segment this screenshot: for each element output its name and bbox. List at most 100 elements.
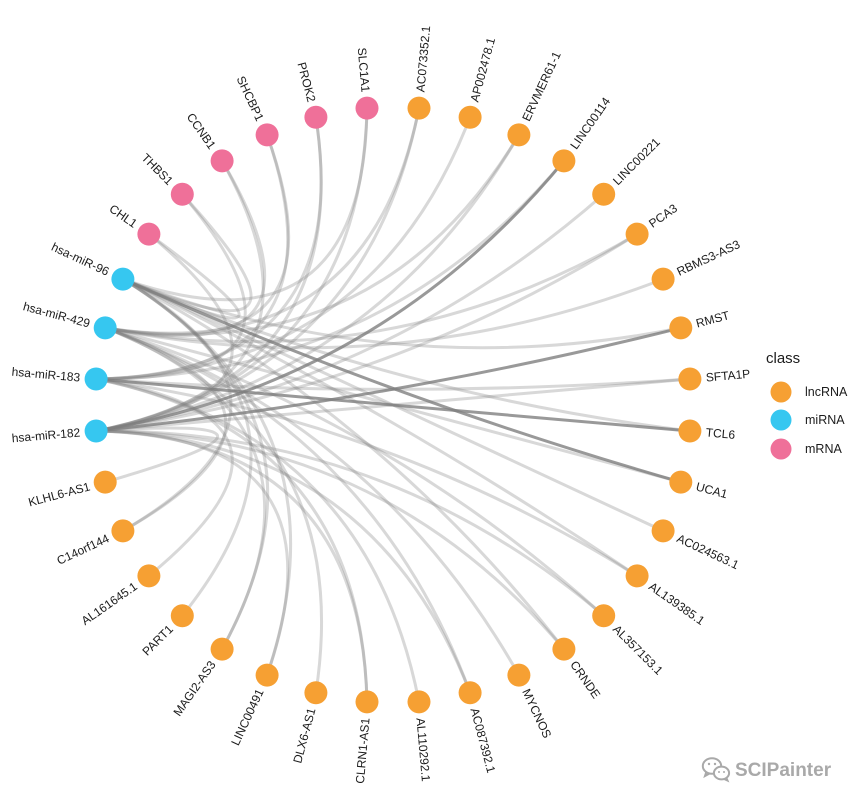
node-al110292-1 bbox=[407, 690, 431, 714]
edge-hsa-mir-182-ccnb1 bbox=[94, 159, 265, 433]
node-ac073352-1 bbox=[407, 96, 431, 120]
edge-hsa-mir-182-crnde bbox=[94, 429, 566, 651]
edge-hsa-mir-429-c14orf144 bbox=[103, 326, 228, 533]
edge-hsa-mir-429-rbms3-as3 bbox=[103, 277, 665, 350]
node-thbs1 bbox=[170, 182, 194, 206]
legend-label-mirna: miRNA bbox=[805, 413, 845, 427]
edge-hsa-mir-429-magi2-as3 bbox=[103, 326, 267, 651]
edge-hsa-mir-96-linc00491 bbox=[121, 277, 293, 677]
node-uca1 bbox=[669, 470, 693, 494]
legend-item-mrna: mRNA bbox=[770, 438, 842, 460]
legend-swatch-lncrna bbox=[770, 381, 792, 403]
node-crnde bbox=[552, 637, 576, 661]
node-prok2 bbox=[304, 105, 328, 129]
node-hsa-mir-183 bbox=[84, 367, 108, 391]
edge-hsa-mir-96-slc1a1 bbox=[121, 106, 369, 302]
node-ccnb1 bbox=[210, 149, 234, 173]
legend-swatch-mirna bbox=[770, 409, 792, 431]
node-slc1a1 bbox=[355, 96, 379, 120]
label-hsa-mir-182: hsa-miR-182 bbox=[11, 425, 81, 445]
edge-hsa-mir-429-dlx6-as1 bbox=[103, 326, 324, 695]
label-al110292-1: AL110292.1 bbox=[413, 717, 433, 782]
edge-hsa-mir-183-al139385-1 bbox=[94, 377, 639, 578]
node-sfta1p bbox=[678, 367, 702, 391]
label-slc1a1: SLC1A1 bbox=[355, 47, 373, 93]
watermark: SCIPainter bbox=[701, 757, 832, 783]
label-tcl6: TCL6 bbox=[705, 425, 736, 442]
edge-hsa-mir-182-linc00114 bbox=[94, 159, 566, 433]
node-mycnos bbox=[507, 663, 531, 687]
edge-hsa-mir-429-uca1 bbox=[103, 326, 683, 484]
legend-item-lncrna: lncRNA bbox=[770, 381, 848, 403]
edge-hsa-mir-96-uca1 bbox=[121, 277, 683, 484]
watermark-text: SCIPainter bbox=[735, 760, 832, 781]
edges-layer bbox=[94, 106, 692, 704]
node-rbms3-as3 bbox=[651, 267, 675, 291]
label-ac073352-1: AC073352.1 bbox=[413, 25, 433, 93]
label-clrn1-as1: CLRN1-AS1 bbox=[353, 717, 373, 784]
edge-hsa-mir-96-crnde bbox=[121, 277, 566, 651]
node-hsa-mir-182 bbox=[84, 419, 108, 443]
node-shcbp1 bbox=[255, 123, 279, 147]
node-magi2-as3 bbox=[210, 637, 234, 661]
edge-hsa-mir-429-ac087392-1 bbox=[103, 326, 472, 695]
node-dlx6-as1 bbox=[304, 681, 328, 705]
node-hsa-mir-96 bbox=[111, 267, 135, 291]
node-chl1 bbox=[137, 222, 161, 246]
edge-hsa-mir-96-part1 bbox=[121, 277, 253, 618]
legend-label-lncrna: lncRNA bbox=[805, 385, 848, 399]
legend: class lncRNA miRNA mRNA bbox=[766, 350, 848, 460]
edge-hsa-mir-429-mycnos bbox=[103, 326, 521, 677]
node-al357153-1 bbox=[592, 604, 616, 628]
edge-hsa-mir-429-ac073352-1 bbox=[103, 106, 421, 335]
edge-hsa-mir-429-ervmer61-1 bbox=[103, 133, 521, 336]
edge-hsa-mir-183-thbs1 bbox=[94, 192, 247, 381]
edge-hsa-mir-182-ervmer61-1 bbox=[94, 133, 521, 433]
edge-hsa-mir-96-thbs1 bbox=[121, 192, 253, 312]
label-hsa-mir-183: hsa-miR-183 bbox=[11, 365, 81, 385]
node-ap002478-1 bbox=[458, 105, 482, 129]
edge-hsa-mir-429-ccnb1 bbox=[103, 159, 267, 338]
node-part1 bbox=[170, 604, 194, 628]
edge-hsa-mir-429-al357153-1 bbox=[103, 326, 606, 618]
node-klhl6-as1 bbox=[93, 470, 117, 494]
edge-hsa-mir-96-ac024563-1 bbox=[121, 277, 665, 533]
edge-hsa-mir-182-klhl6-as1 bbox=[94, 426, 219, 484]
node-ervmer61-1 bbox=[507, 123, 531, 147]
edge-hsa-mir-182-linc00221 bbox=[94, 192, 606, 433]
node-al139385-1 bbox=[625, 564, 649, 588]
node-clrn1-as1 bbox=[355, 690, 379, 714]
wechat-icon bbox=[701, 757, 731, 783]
edge-hsa-mir-182-clrn1-as1 bbox=[94, 429, 369, 704]
legend-title: class bbox=[766, 350, 800, 367]
node-ac024563-1 bbox=[651, 519, 675, 543]
edge-hsa-mir-96-c14orf144 bbox=[121, 277, 233, 533]
edge-hsa-mir-183-al110292-1 bbox=[94, 377, 421, 704]
node-c14orf144 bbox=[111, 519, 135, 543]
node-linc00491 bbox=[255, 663, 279, 687]
edge-hsa-mir-429-shcbp1 bbox=[103, 133, 291, 336]
node-rmst bbox=[669, 316, 693, 340]
edge-hsa-mir-182-linc00491 bbox=[94, 429, 290, 677]
node-al161645-1 bbox=[137, 564, 161, 588]
edge-hsa-mir-182-al357153-1 bbox=[94, 429, 606, 618]
edge-hsa-mir-182-chl1 bbox=[94, 232, 234, 433]
edge-hsa-mir-183-linc00114 bbox=[94, 159, 566, 381]
node-linc00221 bbox=[592, 182, 616, 206]
legend-label-mrna: mRNA bbox=[805, 442, 842, 456]
legend-item-mirna: miRNA bbox=[770, 409, 845, 431]
label-sfta1p: SFTA1P bbox=[705, 367, 751, 385]
node-ac087392-1 bbox=[458, 681, 482, 705]
node-pca3 bbox=[625, 222, 649, 246]
edge-hsa-mir-96-tcl6 bbox=[121, 277, 692, 433]
nodes-layer bbox=[84, 96, 702, 714]
edge-hsa-mir-96-rmst bbox=[121, 277, 683, 350]
edge-hsa-mir-183-clrn1-as1 bbox=[94, 377, 369, 704]
edge-hsa-mir-96-chl1 bbox=[121, 232, 241, 320]
edge-hsa-mir-182-ac073352-1 bbox=[94, 106, 421, 433]
node-tcl6 bbox=[678, 419, 702, 443]
legend-swatch-mrna bbox=[770, 438, 792, 460]
node-linc00114 bbox=[552, 149, 576, 173]
edge-hsa-mir-183-prok2 bbox=[94, 115, 323, 381]
edge-hsa-mir-183-shcbp1 bbox=[94, 133, 290, 381]
